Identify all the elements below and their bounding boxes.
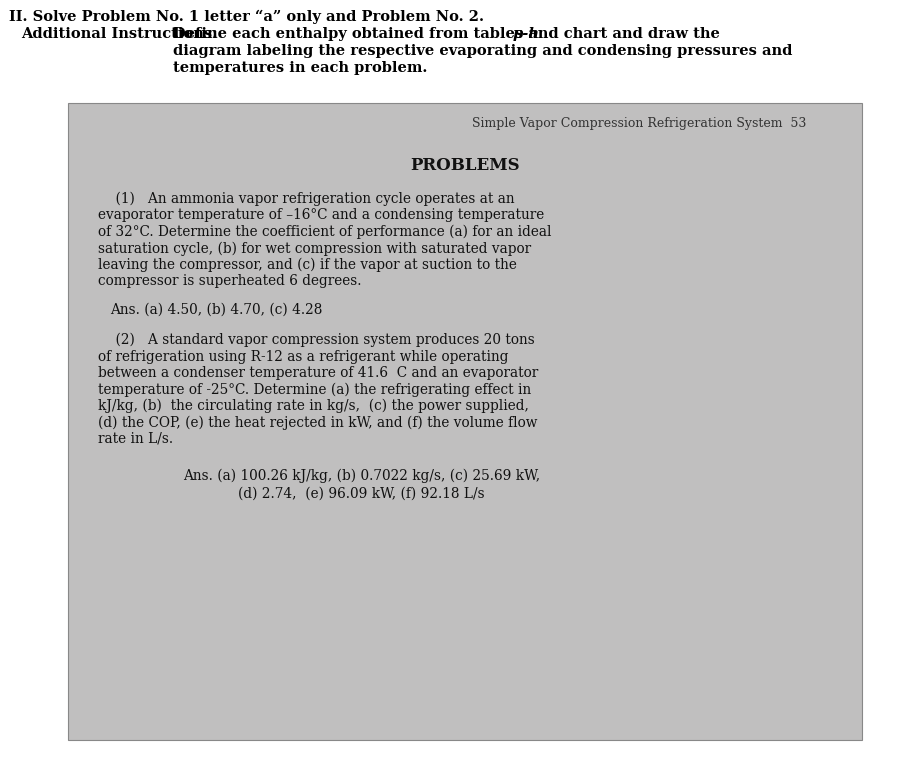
Text: p-h: p-h — [512, 27, 539, 41]
Text: (d) 2.74,  (e) 96.09 kW, (f) 92.18 L/s: (d) 2.74, (e) 96.09 kW, (f) 92.18 L/s — [238, 487, 484, 501]
Text: Define each enthalpy obtained from tables and chart and draw the: Define each enthalpy obtained from table… — [173, 27, 724, 41]
Text: Simple Vapor Compression Refrigeration System  53: Simple Vapor Compression Refrigeration S… — [472, 117, 806, 130]
Text: (2)   A standard vapor compression system produces 20 tons: (2) A standard vapor compression system … — [98, 333, 534, 347]
Text: rate in L/s.: rate in L/s. — [98, 432, 173, 446]
Text: leaving the compressor, and (c) if the vapor at suction to the: leaving the compressor, and (c) if the v… — [98, 258, 516, 272]
Text: temperatures in each problem.: temperatures in each problem. — [173, 61, 427, 75]
Text: saturation cycle, (b) for wet compression with saturated vapor: saturation cycle, (b) for wet compressio… — [98, 242, 530, 256]
Text: of refrigeration using R-12 as a refrigerant while operating: of refrigeration using R-12 as a refrige… — [98, 349, 508, 364]
Text: (1)   An ammonia vapor refrigeration cycle operates at an: (1) An ammonia vapor refrigeration cycle… — [98, 192, 514, 206]
Text: Ans. (a) 4.50, (b) 4.70, (c) 4.28: Ans. (a) 4.50, (b) 4.70, (c) 4.28 — [110, 303, 322, 317]
Text: PROBLEMS: PROBLEMS — [410, 157, 520, 174]
Text: evaporator temperature of –16°C and a condensing temperature: evaporator temperature of –16°C and a co… — [98, 208, 544, 223]
Text: Additional Instructions:: Additional Instructions: — [21, 27, 227, 41]
Text: diagram labeling the respective evaporating and condensing pressures and: diagram labeling the respective evaporat… — [173, 44, 791, 58]
Text: kJ/kg, (b)  the circulating rate in kg/s,  (c) the power supplied,: kJ/kg, (b) the circulating rate in kg/s,… — [98, 399, 529, 413]
Text: compressor is superheated 6 degrees.: compressor is superheated 6 degrees. — [98, 274, 361, 289]
Text: II. Solve Problem No. 1 letter “a” only and Problem No. 2.: II. Solve Problem No. 1 letter “a” only … — [9, 10, 483, 24]
Text: of 32°C. Determine the coefficient of performance (a) for an ideal: of 32°C. Determine the coefficient of pe… — [98, 225, 551, 240]
Bar — [68, 103, 861, 740]
Text: between a condenser temperature of 41.6  C and an evaporator: between a condenser temperature of 41.6 … — [98, 366, 538, 380]
Text: (d) the COP, (e) the heat rejected in kW, and (f) the volume flow: (d) the COP, (e) the heat rejected in kW… — [98, 415, 537, 430]
Text: Ans. (a) 100.26 kJ/kg, (b) 0.7022 kg/s, (c) 25.69 kW,: Ans. (a) 100.26 kJ/kg, (b) 0.7022 kg/s, … — [183, 468, 539, 483]
Text: temperature of -25°C. Determine (a) the refrigerating effect in: temperature of -25°C. Determine (a) the … — [98, 383, 530, 397]
